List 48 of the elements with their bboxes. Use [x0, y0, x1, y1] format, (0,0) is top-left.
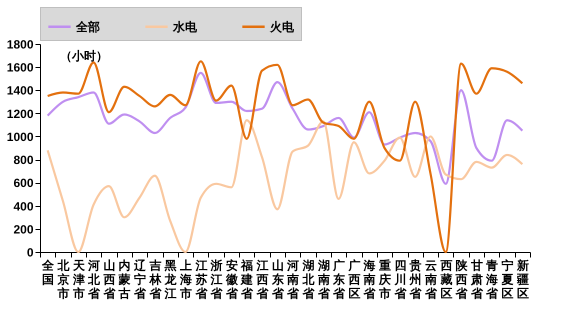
x-tick-label: 甘肃省	[470, 258, 484, 300]
x-tick-label: 新疆区	[516, 258, 529, 300]
x-tick-label: 内蒙古	[118, 258, 131, 300]
legend-label: 水电	[172, 20, 198, 34]
x-tick-label: 青海省	[485, 258, 500, 300]
x-tick-label: 广西区	[347, 258, 360, 300]
x-tick-label: 江苏省	[194, 258, 208, 300]
x-tick-label: 海南省	[362, 258, 377, 300]
x-tick-label: 云南省	[424, 258, 438, 300]
x-tick-label: 重庆市	[378, 258, 392, 300]
x-tick-label: 福建省	[240, 258, 254, 300]
y-tick-label: 1800	[6, 38, 34, 52]
y-tick-label: 1000	[6, 130, 34, 144]
legend-label: 火电	[269, 20, 295, 34]
x-tick-label: 上海市	[178, 258, 192, 300]
y-tick-label: 800	[13, 153, 34, 168]
x-tick-label: 黑龙江	[164, 258, 178, 300]
x-tick-label: 河北省	[87, 258, 102, 300]
y-tick-label: 1400	[6, 84, 34, 98]
y-tick-label: 400	[13, 199, 34, 214]
x-tick-label: 湖南省	[316, 258, 331, 300]
y-tick-label: 1200	[6, 106, 34, 121]
x-tick-label: 贵州省	[408, 258, 423, 300]
x-tick-label: 四川省	[393, 258, 408, 300]
y-tick-label: 0	[26, 246, 34, 260]
line-series	[46, 119, 524, 254]
x-tick-label: 西藏区	[439, 258, 452, 300]
x-tick-label: 宁夏区	[500, 258, 514, 300]
legend-label: 全部	[75, 20, 100, 34]
x-tick-label: 湖北省	[301, 258, 316, 300]
y-tick-label: 200	[13, 222, 34, 236]
x-tick-label: 广东省	[332, 258, 346, 300]
y-tick-label: 600	[13, 176, 34, 190]
line-series	[46, 72, 524, 185]
x-tick-label: 山东省	[270, 258, 285, 300]
x-tick-label: 天津市	[72, 258, 86, 300]
x-tick-label: 河南省	[286, 258, 300, 300]
x-tick-label: 山西省	[102, 258, 116, 300]
y-tick-label: 1600	[6, 60, 34, 75]
annotation: （小时）	[60, 49, 108, 63]
x-tick-label: 浙江省	[210, 258, 224, 300]
x-tick-label: 北京市	[56, 258, 70, 300]
x-tick-label: 陕西省	[454, 258, 469, 300]
x-tick-label: 江西省	[256, 258, 270, 300]
x-tick-label: 安徽省	[224, 258, 239, 300]
x-tick-label: 全国	[41, 258, 56, 286]
x-tick-label: 辽宁省	[133, 258, 148, 300]
x-tick-label: 吉林省	[148, 258, 162, 300]
